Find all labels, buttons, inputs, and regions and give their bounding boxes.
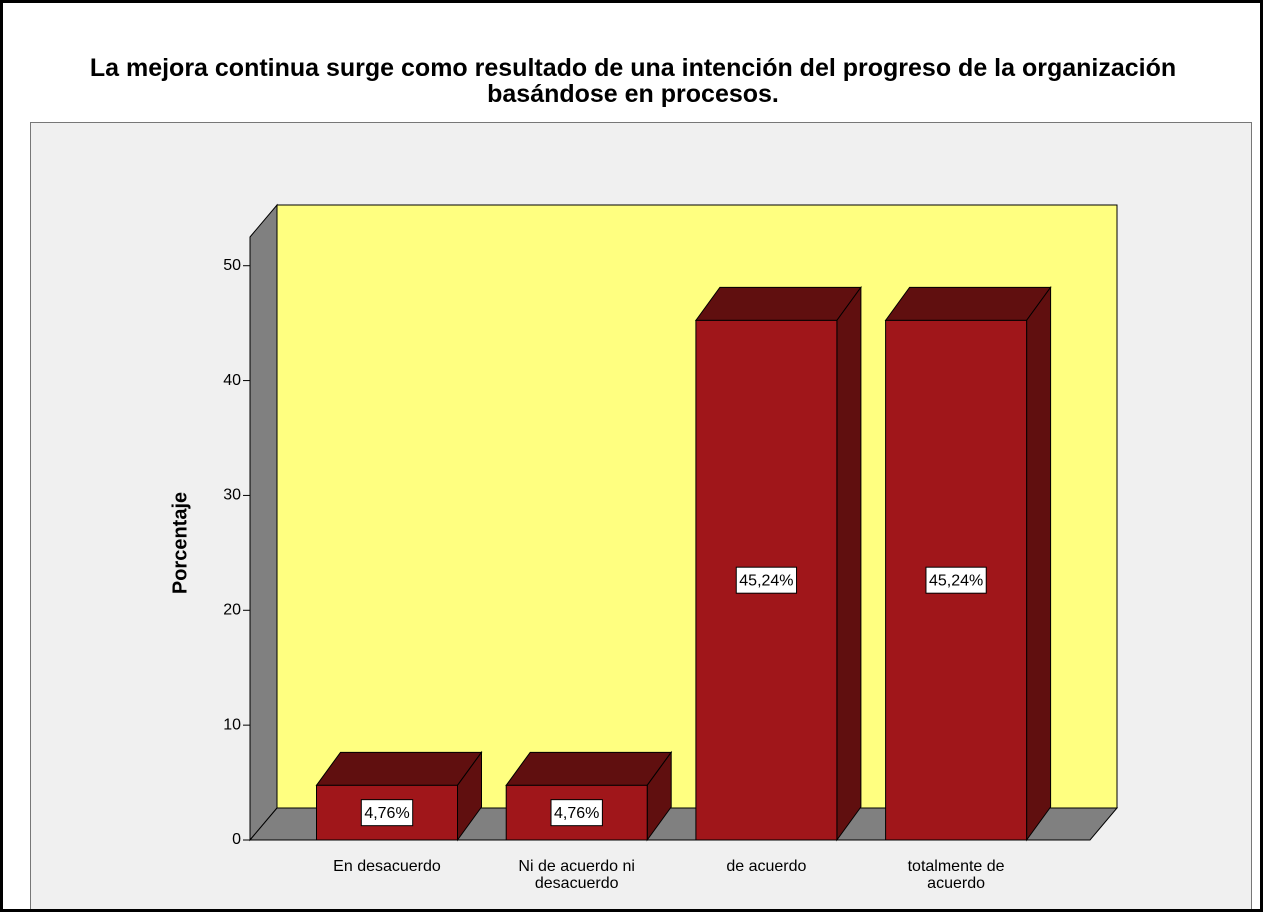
x-tick-label: En desacuerdo [333,858,441,875]
chart-title: La mejora continua surge como resultado … [89,54,1177,108]
x-tick-label: de acuerdo [726,858,807,875]
y-axis-label: Porcentaje [169,492,191,594]
y-tick-label: 0 [232,831,241,848]
value-label: 4,76% [554,805,599,822]
value-label-box [925,566,987,594]
y-tick-label: 10 [223,716,241,733]
bar-top [505,751,673,786]
bar-side [1026,285,1052,842]
x-tick-label: totalmente de acuerdo [907,858,1005,892]
bar-top [884,286,1052,321]
value-label-box [550,799,603,827]
side-wall [249,203,278,842]
y-tick-label: 20 [223,602,241,619]
y-tick-label: 40 [223,372,241,389]
chart: Porcentaje 0 10 20 30 40 50 4,76% 4,76% 45,24% 45… [169,203,1119,848]
bar-top [694,286,862,321]
y-tick-label: 50 [223,257,241,274]
x-tick-label: Ni de acuerdo ni desacuerdo [518,858,635,892]
value-label-box [735,566,798,594]
bar-side [836,285,862,842]
value-label: 45,24% [739,572,793,589]
value-label: 45,24% [929,572,983,589]
bar [695,319,838,841]
bar-top [315,751,483,786]
value-label: 4,76% [364,805,409,822]
y-tick-label: 30 [223,487,241,504]
value-label-box [360,799,414,827]
